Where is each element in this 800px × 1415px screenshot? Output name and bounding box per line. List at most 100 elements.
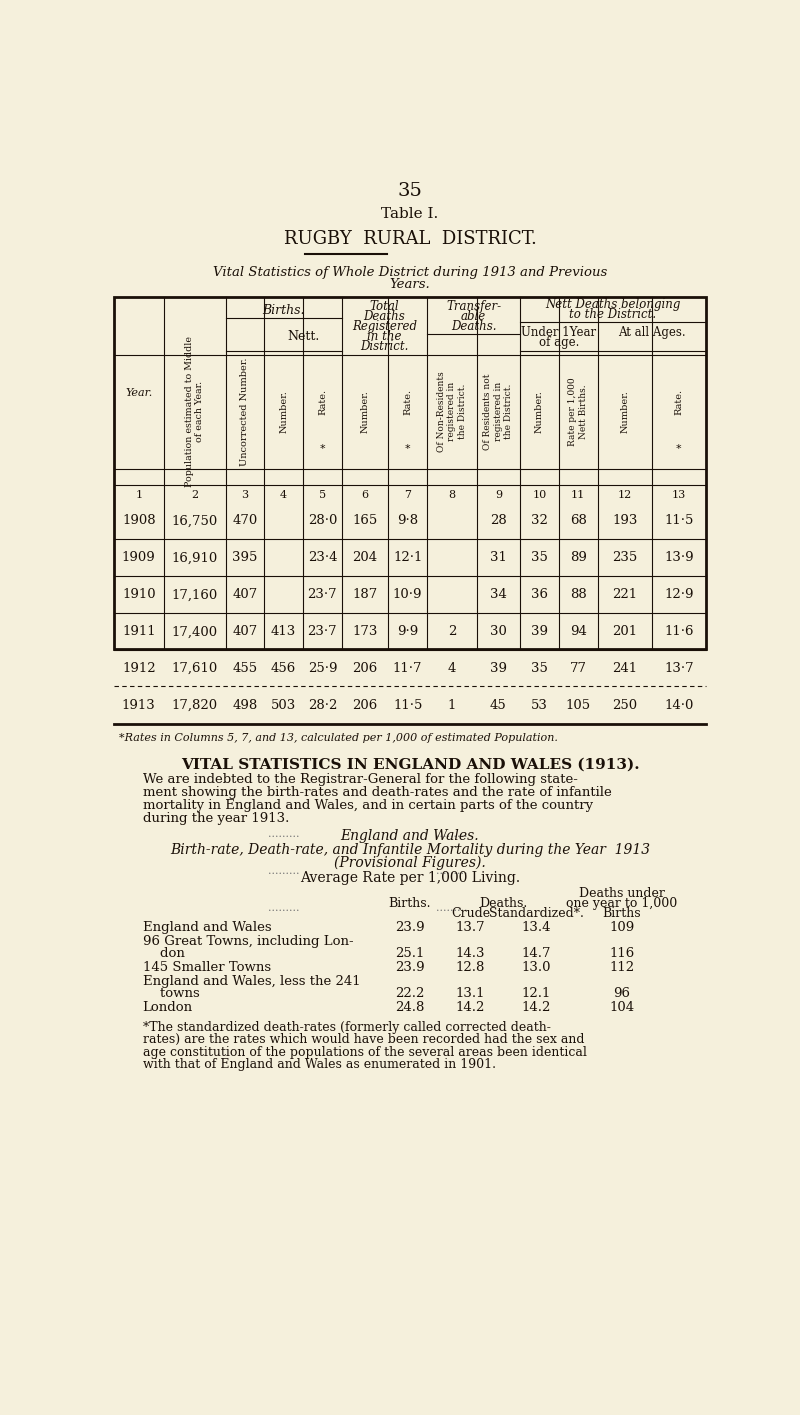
Text: Population estimated to Middle
of each Year.: Population estimated to Middle of each Y…	[185, 337, 204, 487]
Text: Number.: Number.	[279, 391, 288, 433]
Text: 1: 1	[135, 490, 142, 499]
Text: 35: 35	[398, 183, 422, 201]
Text: 12·1: 12·1	[393, 552, 422, 565]
Text: 11·7: 11·7	[393, 662, 422, 675]
Text: Number.: Number.	[361, 391, 370, 433]
Text: 94: 94	[570, 625, 586, 638]
Text: 14.3: 14.3	[456, 947, 485, 961]
Text: 5: 5	[319, 490, 326, 499]
Text: Crude: Crude	[451, 907, 490, 920]
Text: of age.: of age.	[538, 335, 579, 348]
Text: age constitution of the populations of the several areas been identical: age constitution of the populations of t…	[142, 1046, 586, 1058]
Text: 204: 204	[353, 552, 378, 565]
Text: 13.1: 13.1	[456, 988, 485, 1000]
Text: Number.: Number.	[620, 391, 629, 433]
Text: 407: 407	[232, 625, 258, 638]
Text: 407: 407	[232, 589, 258, 601]
Text: 10·9: 10·9	[393, 589, 422, 601]
Text: 35: 35	[531, 552, 548, 565]
Text: Uncorrected Number.: Uncorrected Number.	[241, 358, 250, 466]
Text: *The standardized death-rates (formerly called corrected death-: *The standardized death-rates (formerly …	[142, 1022, 550, 1034]
Text: 470: 470	[232, 515, 258, 528]
Text: 39: 39	[531, 625, 548, 638]
Text: 201: 201	[612, 625, 638, 638]
Text: 96: 96	[613, 988, 630, 1000]
Text: District.: District.	[360, 340, 409, 352]
Text: 23·4: 23·4	[308, 552, 337, 565]
Text: 31: 31	[490, 552, 506, 565]
Text: 30: 30	[490, 625, 506, 638]
Text: 13: 13	[672, 490, 686, 499]
Text: 1911: 1911	[122, 625, 155, 638]
Text: 17,820: 17,820	[171, 699, 218, 712]
Text: 221: 221	[612, 589, 638, 601]
Text: 206: 206	[353, 662, 378, 675]
Text: 32: 32	[531, 515, 548, 528]
Text: Of Non-Residents
registered in
the District.: Of Non-Residents registered in the Distr…	[437, 371, 466, 451]
Text: 173: 173	[352, 625, 378, 638]
Text: 96 Great Towns, including Lon-: 96 Great Towns, including Lon-	[142, 935, 354, 948]
Text: one year to 1,000: one year to 1,000	[566, 897, 677, 910]
Text: 456: 456	[271, 662, 296, 675]
Text: 187: 187	[353, 589, 378, 601]
Text: Births.: Births.	[389, 897, 431, 910]
Text: 9·9: 9·9	[397, 625, 418, 638]
Text: 88: 88	[570, 589, 586, 601]
Text: 2: 2	[191, 490, 198, 499]
Text: 145 Smaller Towns: 145 Smaller Towns	[142, 961, 270, 974]
Text: 89: 89	[570, 552, 586, 565]
Text: 1913: 1913	[122, 699, 156, 712]
Text: Standardized*.: Standardized*.	[489, 907, 584, 920]
Text: 11·6: 11·6	[664, 625, 694, 638]
Text: 23.9: 23.9	[395, 961, 425, 974]
Text: Nett.: Nett.	[287, 330, 319, 344]
Text: 109: 109	[609, 921, 634, 934]
Text: 116: 116	[609, 947, 634, 961]
Text: Deaths: Deaths	[363, 310, 406, 323]
Text: England and Wales: England and Wales	[142, 921, 271, 934]
Text: 1912: 1912	[122, 662, 155, 675]
Text: London: London	[142, 1000, 193, 1015]
Text: rates) are the rates which would have been recorded had the sex and: rates) are the rates which would have be…	[142, 1033, 584, 1047]
Text: Births.: Births.	[262, 304, 305, 317]
Text: 34: 34	[490, 589, 506, 601]
Text: 13.0: 13.0	[522, 961, 551, 974]
Text: 12.1: 12.1	[522, 988, 551, 1000]
Text: Registered: Registered	[352, 320, 417, 333]
Text: 241: 241	[612, 662, 638, 675]
Text: 498: 498	[232, 699, 258, 712]
Text: 24.8: 24.8	[395, 1000, 425, 1015]
Text: 2: 2	[448, 625, 456, 638]
Text: 13·7: 13·7	[664, 662, 694, 675]
Text: 17,400: 17,400	[171, 625, 218, 638]
Text: 1: 1	[448, 699, 456, 712]
Text: 3: 3	[242, 490, 249, 499]
Text: 395: 395	[232, 552, 258, 565]
Text: 22.2: 22.2	[395, 988, 425, 1000]
Text: Year.: Year.	[125, 388, 152, 398]
Text: 16,750: 16,750	[171, 515, 218, 528]
Text: Nett Deaths belonging: Nett Deaths belonging	[546, 299, 681, 311]
Bar	[114, 297, 706, 648]
Text: 8: 8	[448, 490, 455, 499]
Text: England and Wales, less the 241: England and Wales, less the 241	[142, 975, 360, 988]
Text: 14.2: 14.2	[456, 1000, 485, 1015]
Text: mortality in England and Wales, and in certain parts of the country: mortality in England and Wales, and in c…	[142, 799, 593, 812]
Text: 105: 105	[566, 699, 590, 712]
Text: Number.: Number.	[535, 391, 544, 433]
Text: Rate per 1,000
Nett Births.: Rate per 1,000 Nett Births.	[569, 378, 588, 446]
Text: 112: 112	[609, 961, 634, 974]
Text: Deaths under: Deaths under	[578, 887, 665, 900]
Text: 23.9: 23.9	[395, 921, 425, 934]
Text: able: able	[461, 310, 486, 323]
Text: in the: in the	[367, 330, 402, 342]
Text: 36: 36	[531, 589, 548, 601]
Text: during the year 1913.: during the year 1913.	[142, 812, 289, 825]
Text: Rate.: Rate.	[318, 389, 327, 416]
Text: 14.2: 14.2	[522, 1000, 551, 1015]
Text: .........: .........	[436, 903, 467, 913]
Text: 235: 235	[612, 552, 638, 565]
Text: 193: 193	[612, 515, 638, 528]
Text: *: *	[320, 444, 326, 454]
Text: Transfer-: Transfer-	[446, 300, 501, 313]
